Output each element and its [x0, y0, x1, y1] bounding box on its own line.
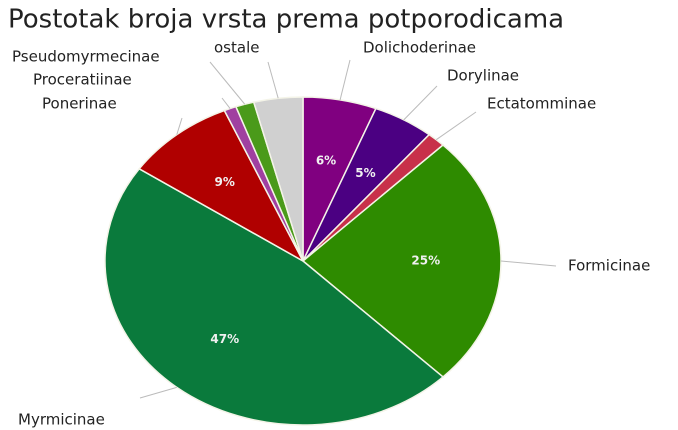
leader-line: [209, 61, 246, 105]
data-label: 5%: [355, 166, 375, 180]
data-label: 6%: [316, 154, 336, 168]
leader-line: [221, 97, 231, 109]
leader-line: [267, 61, 279, 99]
leader-line: [500, 260, 557, 267]
data-label: 25%: [411, 254, 440, 268]
data-label: 9%: [215, 175, 235, 189]
leader-line: [176, 117, 183, 135]
pie-slice: [252, 96, 304, 262]
leader-line: [435, 111, 477, 141]
category-label: Ectatomminae: [487, 95, 596, 113]
category-label: Dorylinae: [447, 67, 519, 85]
chart-title: Postotak broja vrsta prema potporodicama: [8, 5, 564, 35]
leader-line: [139, 386, 177, 399]
category-label: Proceratiinae: [33, 71, 132, 89]
category-label: Ponerinae: [42, 95, 117, 113]
category-label: Pseudomyrmecinae: [12, 48, 160, 66]
category-label: Dolichoderinae: [363, 39, 476, 57]
pie-slice: [301, 144, 502, 378]
category-label: ostale: [214, 39, 259, 57]
category-label: Myrmicinae: [18, 411, 105, 429]
leader-line: [339, 59, 351, 101]
leader-line: [403, 85, 438, 121]
data-label: 47%: [210, 332, 239, 346]
category-label: Formicinae: [568, 257, 650, 275]
